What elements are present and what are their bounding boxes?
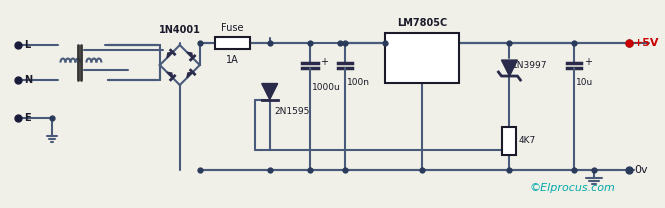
Text: 2N1595: 2N1595 xyxy=(275,107,310,116)
Text: 1N4001: 1N4001 xyxy=(159,25,201,35)
Text: 4K7: 4K7 xyxy=(519,136,536,145)
Text: 1000u: 1000u xyxy=(312,83,340,92)
Text: L: L xyxy=(24,40,30,50)
Polygon shape xyxy=(167,52,173,58)
Polygon shape xyxy=(187,52,193,58)
Polygon shape xyxy=(167,72,173,78)
Text: 10u: 10u xyxy=(577,78,594,87)
Bar xyxy=(215,37,250,49)
Text: N: N xyxy=(24,75,32,85)
Text: 100n: 100n xyxy=(346,78,370,87)
Text: COM: COM xyxy=(410,66,434,76)
Text: LM7805C: LM7805C xyxy=(397,18,447,28)
Text: OUT: OUT xyxy=(431,38,452,48)
Text: +5V: +5V xyxy=(634,38,660,48)
Polygon shape xyxy=(262,84,278,99)
Text: ©Elprocus.com: ©Elprocus.com xyxy=(529,183,615,193)
Polygon shape xyxy=(501,60,517,76)
Bar xyxy=(503,127,517,155)
Bar xyxy=(384,33,460,83)
Text: 1N3997: 1N3997 xyxy=(513,61,548,69)
Text: +: + xyxy=(585,57,593,67)
Text: +: + xyxy=(320,57,328,67)
Text: 1A: 1A xyxy=(226,55,239,65)
Text: E: E xyxy=(24,113,31,123)
Text: IN: IN xyxy=(392,38,403,48)
Text: Fuse: Fuse xyxy=(221,23,243,33)
Polygon shape xyxy=(187,72,193,78)
Text: 0v: 0v xyxy=(634,165,648,175)
